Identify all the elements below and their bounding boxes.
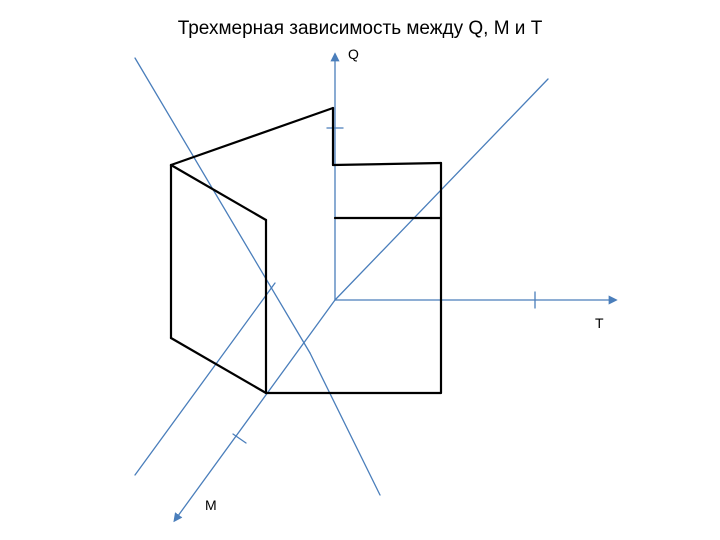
axis-label-m: M <box>205 497 217 513</box>
guide-lines <box>135 58 548 495</box>
shape-3d <box>171 108 441 393</box>
axis-label-q: Q <box>348 46 359 62</box>
axes <box>175 55 615 520</box>
axis-label-t: T <box>595 315 604 331</box>
diagram-canvas <box>0 0 720 540</box>
